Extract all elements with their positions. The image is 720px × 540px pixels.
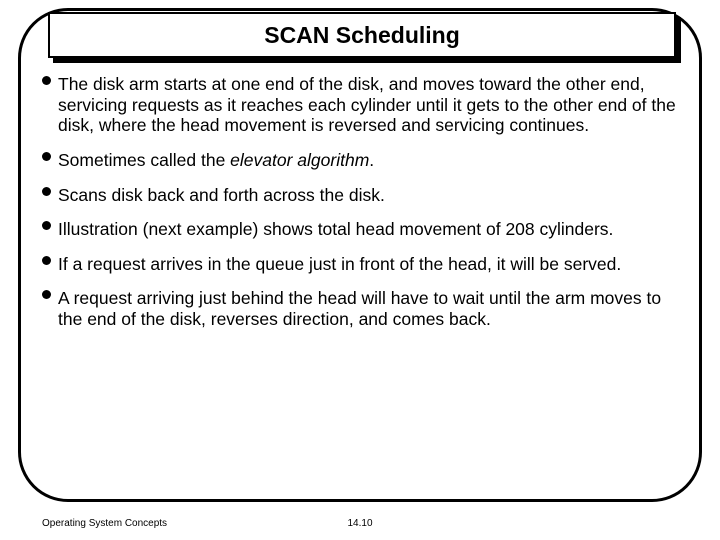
bullet-text: If a request arrives in the queue just i… [58, 254, 621, 275]
bullet-icon [42, 187, 51, 196]
bullet-icon [42, 152, 51, 161]
bullet-text-em: elevator algorithm [230, 150, 369, 170]
bullet-text: Illustration (next example) shows total … [58, 219, 613, 240]
footer-page-number: 14.10 [0, 518, 720, 529]
bullet-icon [42, 290, 51, 299]
bullet-icon [42, 256, 51, 265]
bullet-text: The disk arm starts at one end of the di… [58, 74, 682, 136]
bullet-item: If a request arrives in the queue just i… [42, 254, 682, 275]
bullet-text: Scans disk back and forth across the dis… [58, 185, 385, 206]
bullet-text-pre: Sometimes called the [58, 150, 230, 170]
content-area: The disk arm starts at one end of the di… [42, 74, 682, 344]
bullet-item: Illustration (next example) shows total … [42, 219, 682, 240]
bullet-text: A request arriving just behind the head … [58, 288, 682, 329]
bullet-icon [42, 76, 51, 85]
bullet-item: The disk arm starts at one end of the di… [42, 74, 682, 136]
slide-title: SCAN Scheduling [264, 22, 460, 49]
title-box: SCAN Scheduling [48, 12, 676, 58]
bullet-icon [42, 221, 51, 230]
bullet-item: Scans disk back and forth across the dis… [42, 185, 682, 206]
bullet-item: A request arriving just behind the head … [42, 288, 682, 329]
bullet-item: Sometimes called the elevator algorithm. [42, 150, 682, 171]
bullet-text: Sometimes called the elevator algorithm. [58, 150, 374, 171]
bullet-text-post: . [369, 150, 374, 170]
